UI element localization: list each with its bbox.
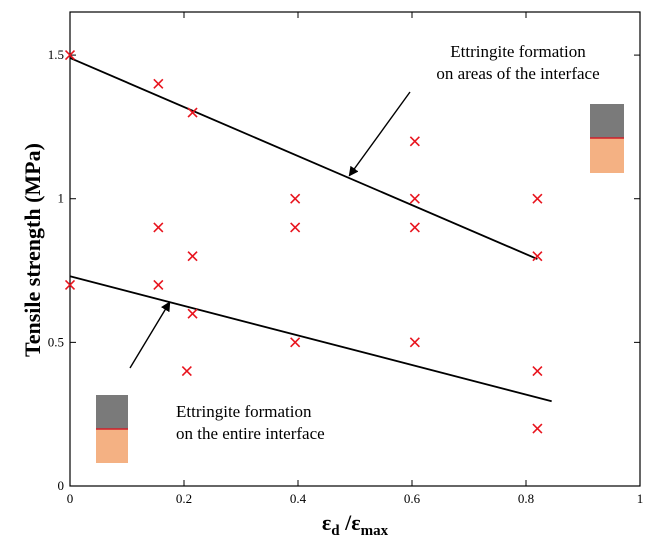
data-point <box>532 423 543 434</box>
data-point <box>532 366 543 377</box>
swatch-2-bottom <box>96 429 128 463</box>
data-point-stroke <box>153 78 164 89</box>
x-axis-title-sep: /ε <box>340 510 361 535</box>
data-point-stroke <box>187 308 198 319</box>
data-point <box>409 222 420 233</box>
data-point-stroke <box>153 279 164 290</box>
x-tick-label: 0.4 <box>290 491 307 506</box>
data-point <box>409 136 420 147</box>
annotation-1-text: Ettringite formation on areas of the inte… <box>436 42 599 83</box>
x-tick-label: 1 <box>637 491 644 506</box>
data-point-stroke <box>409 337 420 348</box>
data-point-stroke <box>409 193 420 204</box>
data-point <box>187 251 198 262</box>
data-point-stroke <box>532 251 543 262</box>
data-point <box>409 193 420 204</box>
ticks: 0 0.2 0.4 0.6 0.8 1 0 0.5 1 1.5 <box>48 12 644 506</box>
data-point-stroke <box>532 193 543 204</box>
data-point <box>181 366 192 377</box>
y-tick-label: 0.5 <box>48 334 64 349</box>
data-point-stroke <box>64 279 76 290</box>
y-tick-label: 1.5 <box>48 47 64 62</box>
data-point-stroke <box>181 366 192 377</box>
y-axis-title: Tensile strength (MPa) <box>20 143 45 357</box>
data-point <box>64 50 76 61</box>
data-point-stroke <box>153 222 164 233</box>
data-point <box>532 193 543 204</box>
data-point-stroke <box>187 107 198 118</box>
data-point <box>153 279 164 290</box>
swatch-2-top <box>96 395 128 429</box>
x-tick-label: 0.8 <box>518 491 534 506</box>
data-point-stroke <box>64 50 76 61</box>
x-tick-label: 0.6 <box>404 491 421 506</box>
annotation-2-line: on the entire interface <box>176 424 325 443</box>
x-tick-label: 0.2 <box>176 491 192 506</box>
data-point <box>409 337 420 348</box>
trend-line-1 <box>69 57 538 260</box>
data-point <box>187 308 198 319</box>
x-axis-title: εd /εmax <box>322 510 389 539</box>
data-point <box>532 251 543 262</box>
annotation-2-line: Ettringite formation <box>176 402 312 421</box>
x-axis-title-sub-d: d <box>331 523 340 539</box>
data-point-stroke <box>532 423 543 434</box>
data-point <box>290 193 301 204</box>
data-point <box>64 279 76 290</box>
x-axis-title-epsilon-d: ε <box>322 510 331 535</box>
swatch-1-top <box>590 104 624 138</box>
data-point <box>290 337 301 348</box>
annotation-1-arrow <box>348 91 411 177</box>
trend-line-2 <box>69 275 552 403</box>
annotation-1-line: on areas of the interface <box>436 64 599 83</box>
annotation-2-arrow <box>129 301 171 369</box>
x-tick-label: 0 <box>67 491 74 506</box>
swatch-1-bottom <box>590 138 624 173</box>
y-tick-label: 1 <box>58 191 65 206</box>
data-point-stroke <box>290 222 301 233</box>
interface-swatches <box>96 104 624 463</box>
annotation-2-text: Ettringite formation on the entire interf… <box>176 402 325 443</box>
plot-frame <box>69 11 641 487</box>
data-point <box>290 222 301 233</box>
data-point <box>153 78 164 89</box>
trend-lines <box>69 57 552 403</box>
data-point <box>153 222 164 233</box>
data-point-stroke <box>290 337 301 348</box>
x-axis-title-sub-max: max <box>361 523 389 539</box>
annotation-1-line: Ettringite formation <box>450 42 586 61</box>
data-point-stroke <box>290 193 301 204</box>
data-point-stroke <box>187 251 198 262</box>
data-points <box>64 50 543 434</box>
annotations: Ettringite formation on areas of the inte… <box>129 42 600 443</box>
axes <box>69 11 641 487</box>
data-point <box>187 107 198 118</box>
data-point-stroke <box>409 222 420 233</box>
data-point-stroke <box>532 366 543 377</box>
data-point-stroke <box>409 136 420 147</box>
y-tick-label: 0 <box>58 478 65 493</box>
